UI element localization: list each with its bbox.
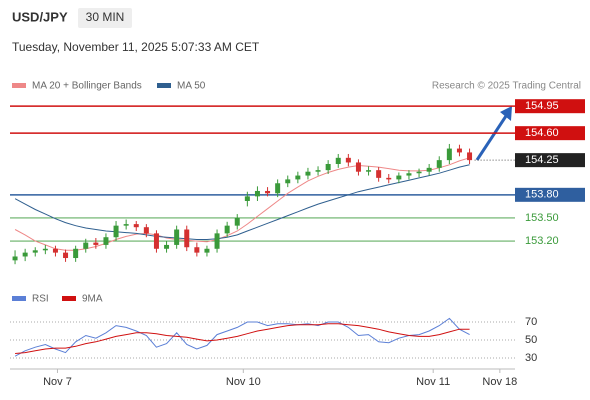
candle-body	[396, 175, 402, 180]
rsi-line	[15, 323, 470, 354]
x-tick-label: Nov 7	[43, 376, 72, 388]
candle-body	[315, 170, 321, 172]
candle-body	[376, 170, 382, 178]
arrow-head	[500, 106, 512, 121]
candle-body	[174, 229, 180, 245]
candle-body	[265, 190, 271, 194]
arrow	[475, 115, 508, 161]
candle-body	[355, 162, 361, 172]
level-label: 154.25	[525, 154, 559, 166]
rsi-tick-label: 50	[525, 334, 537, 346]
candle-body	[254, 190, 260, 197]
legend-swatch	[62, 296, 76, 301]
candle-body	[275, 183, 281, 194]
level-label-box	[515, 187, 585, 202]
level-label: 154.60	[525, 127, 559, 139]
candle-body	[446, 148, 452, 161]
symbol: USD/JPY	[12, 9, 68, 24]
candle-body	[234, 217, 240, 226]
candle-body	[93, 242, 99, 245]
candle-body	[204, 248, 210, 253]
legend-label: MA 20 + Bollinger Bands	[32, 81, 142, 92]
x-tick-label: Nov 18	[482, 376, 517, 388]
candle-body	[184, 229, 190, 248]
candle-body	[325, 163, 331, 171]
candle-body	[295, 175, 301, 180]
candle-body	[224, 225, 230, 234]
candle-body	[52, 248, 58, 253]
credit: Research © 2025 Trading Central	[432, 81, 581, 92]
candle-body	[22, 252, 28, 257]
level-label-box	[515, 99, 585, 114]
candle-body	[42, 248, 48, 251]
candle-body	[63, 252, 69, 259]
candle-body	[194, 247, 200, 253]
legend-label: RSI	[32, 294, 49, 305]
candle-body	[113, 225, 119, 238]
candle-body	[366, 170, 372, 172]
candle-body	[83, 242, 89, 249]
subtitle: Tuesday, November 11, 2025 5:07:33 AM CE…	[12, 40, 260, 54]
candle-body	[153, 233, 159, 249]
candle-body	[467, 152, 473, 161]
legend-label: 9MA	[82, 294, 103, 305]
candle-body	[436, 160, 442, 168]
candle-body	[386, 177, 392, 180]
candle-body	[345, 157, 351, 163]
candle-body	[285, 179, 291, 184]
rsi-tick-label: 70	[525, 316, 537, 328]
timeframe-box	[78, 8, 132, 28]
legend-swatch	[157, 83, 171, 88]
candle-body	[12, 256, 18, 261]
candle-body	[123, 224, 129, 226]
candle-body	[214, 233, 220, 249]
candle-body	[32, 250, 38, 253]
level-label: 153.80	[525, 189, 559, 201]
candle-body	[305, 171, 311, 176]
ma-line	[14, 157, 470, 251]
candle-body	[335, 157, 341, 164]
legend-swatch	[12, 83, 26, 88]
candle-body	[456, 148, 462, 153]
rsi-line	[14, 317, 470, 357]
level-label: 153.20	[525, 235, 559, 247]
candle-body	[73, 248, 79, 259]
candle-body	[103, 237, 109, 245]
candle-body	[416, 171, 422, 174]
level-label: 154.95	[525, 100, 559, 112]
legend-label: MA 50	[177, 81, 206, 92]
candle-body	[426, 167, 432, 172]
legend-swatch	[12, 296, 26, 301]
ma-line	[14, 164, 470, 240]
candle-body	[244, 196, 250, 201]
candle-body	[143, 227, 149, 234]
level-label-box	[515, 153, 585, 168]
candle-body	[133, 224, 139, 228]
x-tick-label: Nov 11	[416, 376, 450, 388]
level-label-box	[515, 126, 585, 141]
rsi-tick-label: 30	[525, 352, 537, 364]
level-label: 153.50	[525, 212, 559, 224]
timeframe: 30 MIN	[86, 10, 125, 24]
x-tick-label: Nov 10	[226, 376, 261, 388]
candle-body	[406, 173, 412, 176]
candle-body	[164, 244, 170, 249]
